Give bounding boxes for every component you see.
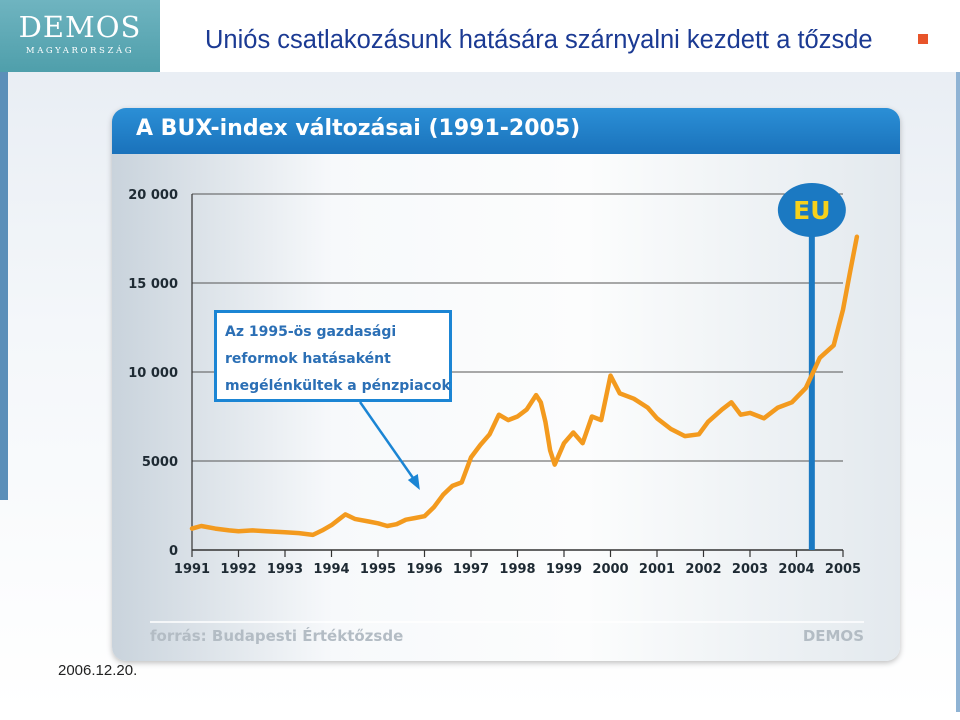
logo-word: DEMOS: [18, 10, 142, 44]
x-tick-label: 2002: [685, 562, 721, 577]
bullet-square-icon: [918, 34, 928, 44]
annotation-line-2: reformok hatásaként: [225, 351, 391, 367]
y-tick-label: 15 000: [128, 277, 178, 292]
annotation-line-1: Az 1995-ös gazdasági: [225, 324, 397, 340]
y-tick-label: 20 000: [128, 188, 178, 203]
x-tick-label: 1998: [499, 562, 535, 577]
slide-left-accent: [0, 72, 8, 500]
chart-title: A BUX-index változásai (1991-2005): [136, 116, 581, 141]
x-tick-label: 2000: [592, 562, 628, 577]
x-tick-label: 1992: [220, 562, 256, 577]
x-tick-label: 1993: [267, 562, 303, 577]
bux-line-chart: 0 5000 10 000 15 000 20 000 1991 1992 1993 1994 1…: [128, 183, 864, 623]
x-tick-label: 2003: [732, 562, 768, 577]
x-tick-label: 2005: [825, 562, 861, 577]
eu-badge-label: EU: [793, 196, 830, 225]
demos-logo: DEMOS MAGYARORSZÁG: [0, 0, 160, 72]
y-tick-label: 10 000: [128, 366, 178, 381]
annotation-arrow-head: [407, 474, 420, 490]
chart-source: forrás: Budapesti Értéktőzsde: [150, 627, 404, 645]
x-tick-label: 2001: [639, 562, 675, 577]
slide-date: 2006.12.20.: [58, 662, 138, 679]
slide-right-accent: [956, 72, 960, 712]
y-tick-label: 5000: [142, 455, 178, 470]
bux-series-line: [189, 234, 860, 538]
eu-badge: [777, 183, 846, 237]
chart-header: A BUX-index változásai (1991-2005): [112, 108, 900, 154]
x-tick-label: 1994: [313, 562, 349, 577]
slide-title: Uniós csatlakozásunk hatására szárnyalni…: [205, 26, 873, 54]
x-tick-label: 1995: [360, 562, 396, 577]
x-tick-label: 2004: [778, 562, 814, 577]
annotation-box: Az 1995-ös gazdasági reformok hatásaként…: [214, 310, 452, 402]
chart-card: 0 5000 10 000 15 000 20 000 1991 1992 1993 1994 1…: [112, 108, 900, 661]
y-tick-label: 0: [169, 544, 178, 559]
x-tick-label: 1999: [546, 562, 582, 577]
annotation-arrow: [358, 401, 417, 483]
x-tick-label: 1996: [406, 562, 442, 577]
x-tick-label: 1991: [174, 562, 210, 577]
x-tick-label: 1997: [453, 562, 489, 577]
annotation-line-3: megélénkültek a pénzpiacok: [225, 378, 451, 394]
chart-watermark: DEMOS: [802, 627, 864, 645]
logo-subtitle: MAGYARORSZÁG: [25, 46, 135, 56]
